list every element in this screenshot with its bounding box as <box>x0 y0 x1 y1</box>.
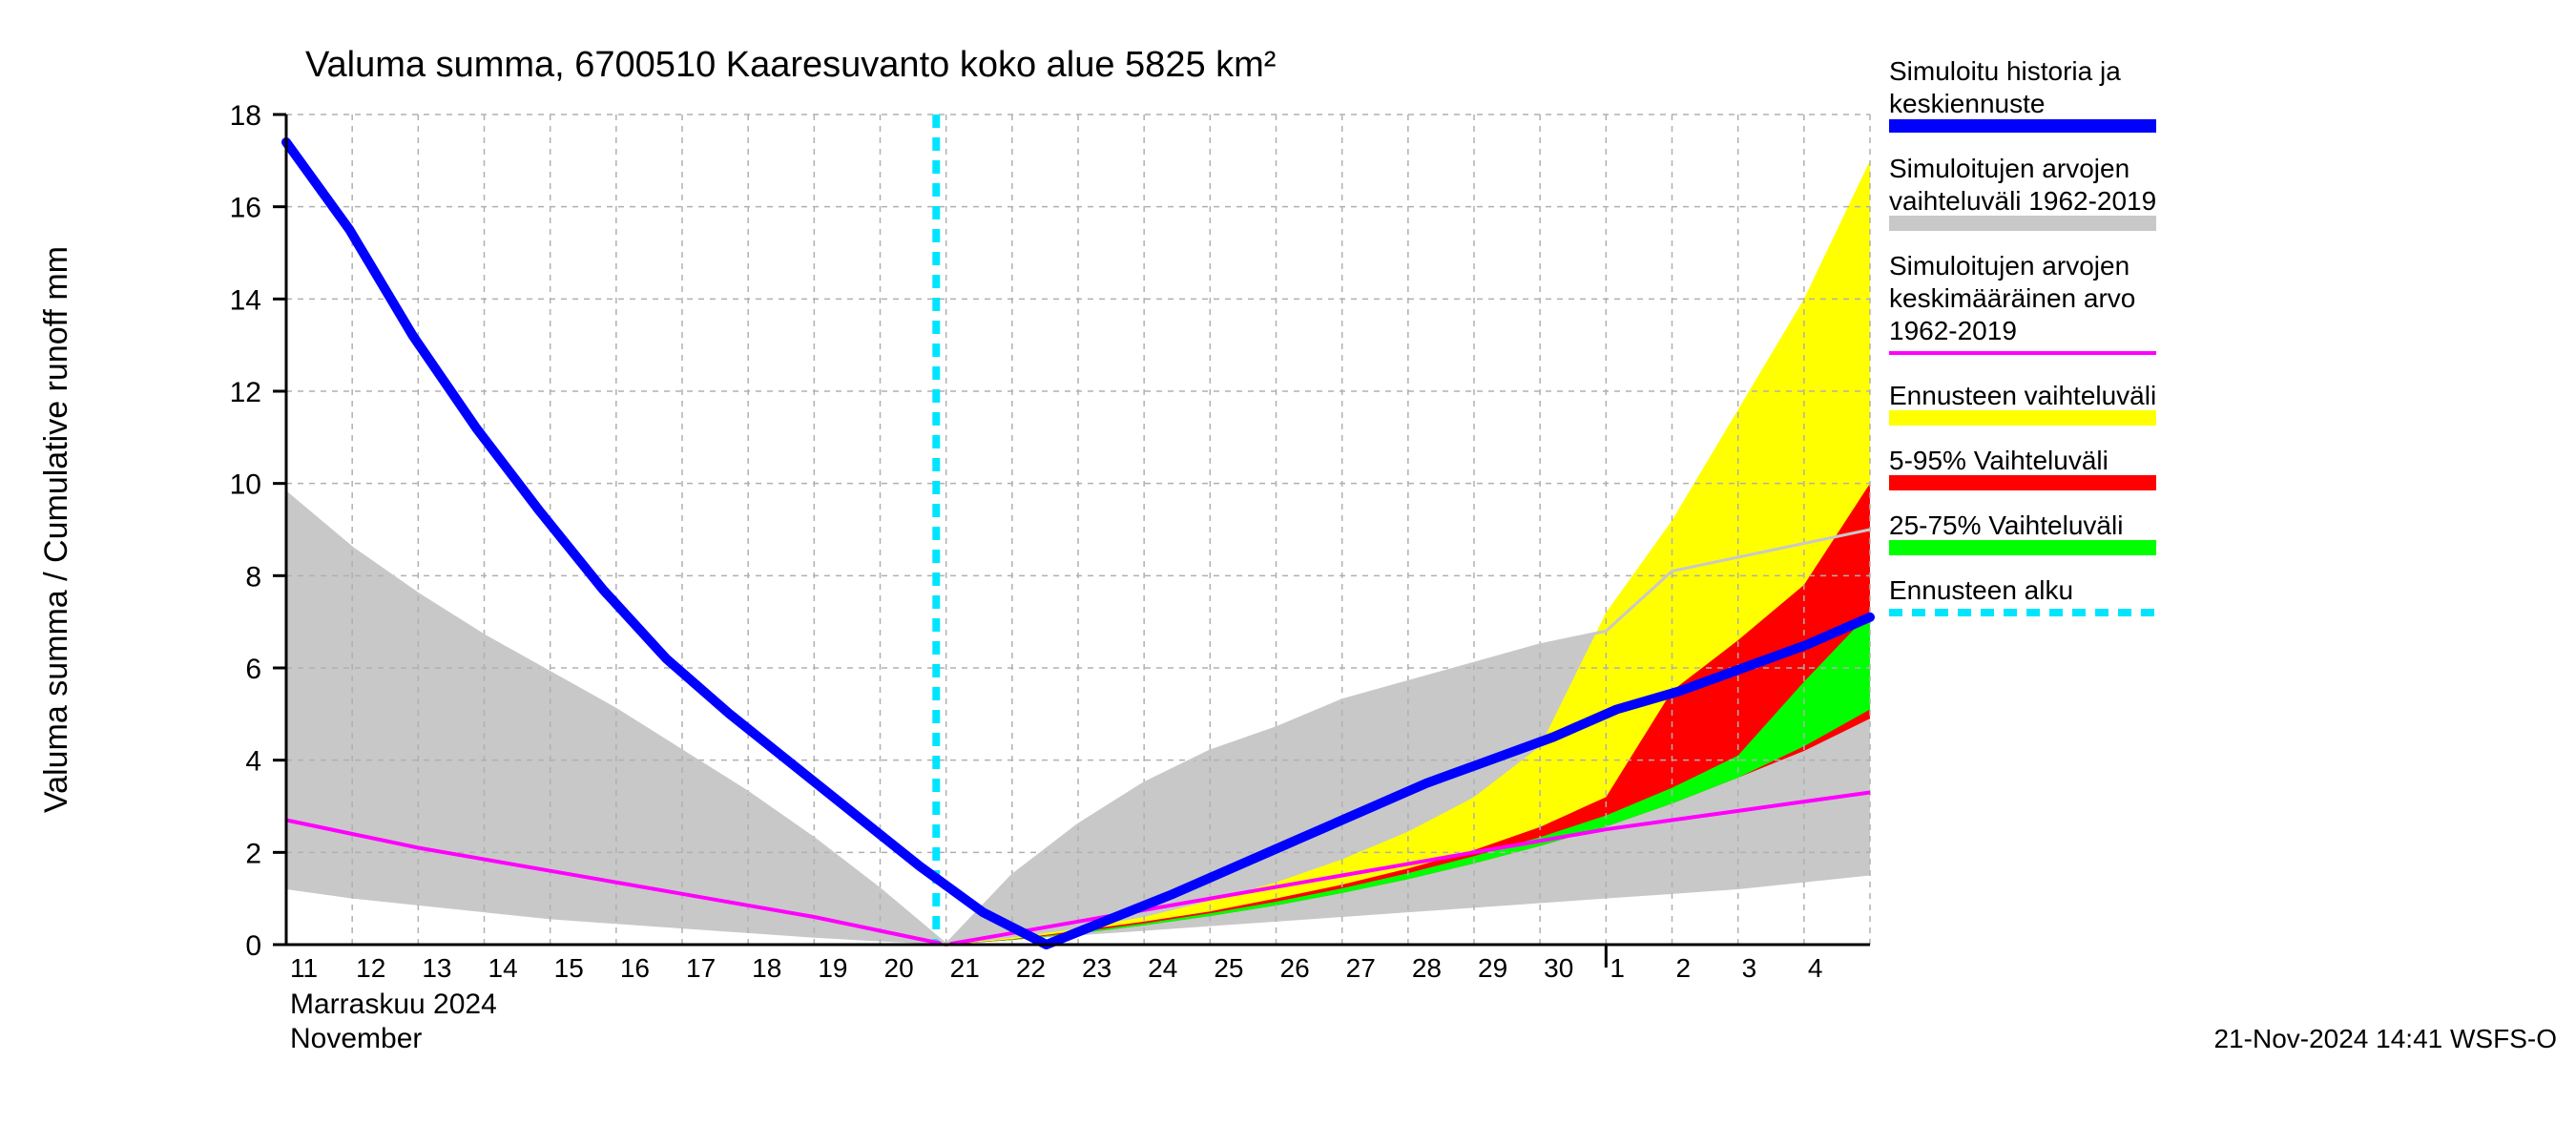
x-tick-label: 1 <box>1610 953 1625 983</box>
x-tick-label: 21 <box>950 953 980 983</box>
x-tick-label: 16 <box>620 953 650 983</box>
legend-label: 5-95% Vaihteluväli <box>1889 446 2109 475</box>
y-tick-label: 0 <box>245 930 261 962</box>
x-tick-label: 2 <box>1676 953 1692 983</box>
x-tick-label: 13 <box>422 953 451 983</box>
y-axis-label: Valuma summa / Cumulative runoff mm <box>38 246 74 813</box>
legend-swatch <box>1889 540 2156 555</box>
x-tick-label: 3 <box>1742 953 1757 983</box>
y-tick-label: 18 <box>230 100 261 132</box>
legend-label: 25-75% Vaihteluväli <box>1889 510 2123 540</box>
x-tick-label: 30 <box>1544 953 1573 983</box>
legend-swatch <box>1889 410 2156 426</box>
x-tick-label: 18 <box>752 953 781 983</box>
chart-svg: 0246810121416181112131415161718192021222… <box>0 0 2576 1145</box>
legend-label: Simuloitu historia ja <box>1889 56 2121 86</box>
y-tick-label: 10 <box>230 469 261 501</box>
y-tick-label: 12 <box>230 377 261 408</box>
x-tick-label: 26 <box>1280 953 1310 983</box>
legend-label: Ennusteen alku <box>1889 575 2073 605</box>
y-tick-label: 8 <box>245 561 261 593</box>
legend-label: Ennusteen vaihteluväli <box>1889 381 2156 410</box>
x-tick-label: 22 <box>1016 953 1046 983</box>
x-tick-label: 28 <box>1412 953 1442 983</box>
x-tick-label: 24 <box>1148 953 1177 983</box>
x-tick-label: 11 <box>290 953 318 983</box>
x-tick-label: 25 <box>1214 953 1243 983</box>
y-tick-label: 4 <box>245 746 261 778</box>
month-label-fi: Marraskuu 2024 <box>290 989 497 1020</box>
x-tick-label: 27 <box>1346 953 1376 983</box>
x-tick-label: 19 <box>818 953 847 983</box>
legend-label: Simuloitujen arvojen <box>1889 154 2129 183</box>
y-tick-label: 2 <box>245 838 261 869</box>
legend-label: vaihteluväli 1962-2019 <box>1889 186 2156 216</box>
legend-label: Simuloitujen arvojen <box>1889 251 2129 281</box>
chart-title: Valuma summa, 6700510 Kaaresuvanto koko … <box>305 45 1276 85</box>
y-tick-label: 14 <box>230 284 261 316</box>
legend-label: 1962-2019 <box>1889 316 2017 345</box>
x-tick-label: 23 <box>1082 953 1111 983</box>
x-tick-label: 12 <box>356 953 385 983</box>
x-tick-label: 20 <box>884 953 914 983</box>
legend-label: keskiennuste <box>1889 89 2045 118</box>
x-tick-label: 17 <box>686 953 716 983</box>
y-tick-label: 6 <box>245 654 261 685</box>
x-tick-label: 29 <box>1478 953 1507 983</box>
x-tick-label: 4 <box>1808 953 1823 983</box>
legend-swatch <box>1889 475 2156 490</box>
x-tick-label: 14 <box>488 953 518 983</box>
x-tick-label: 15 <box>554 953 584 983</box>
month-label-en: November <box>290 1023 422 1054</box>
chart-container: 0246810121416181112131415161718192021222… <box>0 0 2576 1145</box>
footer-timestamp: 21-Nov-2024 14:41 WSFS-O <box>2214 1024 2558 1053</box>
legend-label: keskimääräinen arvo <box>1889 283 2135 313</box>
legend-swatch <box>1889 216 2156 231</box>
y-tick-label: 16 <box>230 193 261 224</box>
